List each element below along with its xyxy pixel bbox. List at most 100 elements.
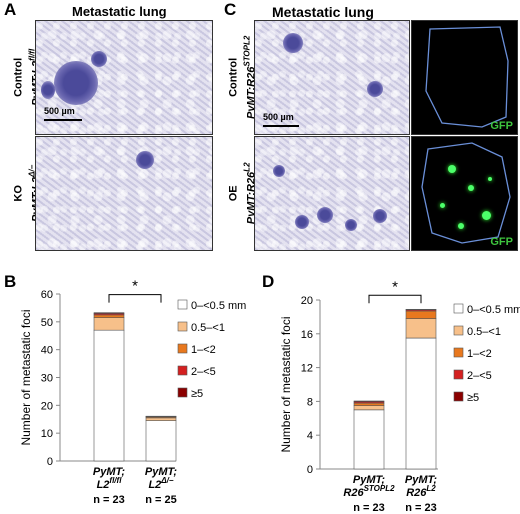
x-category-n: n = 23 (93, 494, 125, 506)
y-axis-label: Number of metastatic foci (19, 309, 33, 445)
scale-bar (44, 119, 82, 121)
metastatic-nodule (273, 165, 285, 177)
chart-d: Number of metastatic foci048121620PyMT;R… (258, 268, 520, 514)
metastatic-nodule (91, 51, 107, 67)
legend-label: ≥5 (191, 388, 203, 400)
panel-c-control-micrograph: 500 µm (254, 20, 410, 135)
x-category-genotype: L2 (97, 479, 110, 491)
bar-segment (94, 318, 124, 331)
legend-swatch (178, 388, 187, 397)
gfp-focus (468, 185, 474, 191)
x-category-n: n = 23 (353, 502, 385, 514)
panel-letter-a: A (4, 0, 16, 20)
chart-b: Number of metastatic foci 0 10 20 30 40 50 60 Py… (0, 268, 258, 514)
legend-label: 0.5–<1 (467, 326, 501, 338)
legend-label: 1–<2 (191, 344, 216, 356)
significance-marker: * (132, 278, 138, 295)
x-category-label: L2Δ/− (148, 476, 173, 491)
metastatic-nodule (54, 61, 98, 105)
x-category-n: n = 23 (405, 502, 437, 514)
legend-swatch (178, 366, 187, 375)
y-tick-label: 16 (301, 329, 313, 341)
metastatic-nodule (41, 81, 55, 99)
gfp-channel-label: GFP (490, 236, 513, 248)
x-category-genotype: R26 (343, 487, 364, 499)
y-tick-label: 20 (301, 295, 313, 307)
panel-a-ko-micrograph (35, 136, 213, 251)
bar-segment (94, 313, 124, 314)
panel-c-oe-micrograph (254, 136, 410, 251)
y-tick-label: 12 (301, 363, 313, 375)
bar-segment (146, 416, 176, 417)
panel-a-title: Metastatic lung (72, 4, 167, 19)
panel-c-control-gfp-image: GFP (411, 20, 518, 135)
x-category-superscript: L2 (426, 484, 436, 493)
legend-label: 0.5–<1 (191, 322, 225, 334)
y-tick-label: 4 (307, 430, 313, 442)
x-category-label: R26STOPL2 (343, 484, 395, 499)
legend-label: 0–<0.5 mm (191, 300, 246, 312)
bar-segment (354, 406, 384, 410)
bar-segment (406, 311, 436, 319)
legend-label: ≥5 (467, 392, 479, 404)
metastatic-nodule (317, 207, 333, 223)
bar-segment (406, 338, 436, 469)
significance-bracket (109, 295, 161, 303)
legend-swatch (454, 370, 463, 379)
gfp-focus (482, 211, 491, 220)
x-category-n: n = 25 (145, 494, 177, 506)
significance-marker: * (392, 278, 398, 295)
legend-swatch (178, 322, 187, 331)
panel-a-control-micrograph: 500 µm (35, 20, 213, 135)
y-tick-label: 0 (47, 456, 53, 468)
gfp-focus (488, 177, 492, 181)
y-tick-label: 8 (307, 396, 313, 408)
panel-c-oe-gfp-image: GFP (411, 136, 518, 251)
x-category-superscript: STOPL2 (364, 484, 396, 493)
y-tick-label: 10 (41, 428, 53, 440)
legend-label: 2–<5 (191, 366, 216, 378)
x-category-superscript: Δ/− (160, 476, 174, 485)
y-tick-label: 40 (41, 345, 53, 357)
x-category-label: R26L2 (406, 484, 436, 499)
bar-segment (94, 315, 124, 318)
y-tick-label: 50 (41, 317, 53, 329)
legend-swatch (454, 348, 463, 357)
y-tick-label: 30 (41, 373, 53, 385)
metastatic-nodule (373, 209, 387, 223)
bar-segment (146, 418, 176, 421)
legend-swatch (454, 326, 463, 335)
gfp-channel-label: GFP (490, 120, 513, 132)
bar-segment (94, 330, 124, 461)
metastatic-nodule (295, 215, 309, 229)
y-tick-label: 0 (307, 464, 313, 476)
metastatic-nodule (367, 81, 383, 97)
lung-outline (412, 137, 517, 250)
bar-segment (354, 401, 384, 402)
significance-bracket (369, 295, 421, 303)
legend-swatch (454, 304, 463, 313)
bar-segment (354, 410, 384, 469)
legend-label: 1–<2 (467, 348, 492, 360)
gfp-focus (458, 223, 464, 229)
y-tick-label: 60 (41, 289, 53, 301)
legend-swatch (178, 300, 187, 309)
metastatic-nodule (345, 219, 357, 231)
legend-label: 2–<5 (467, 370, 492, 382)
y-tick-label: 20 (41, 400, 53, 412)
scale-bar (263, 125, 299, 127)
lung-outline (412, 21, 517, 134)
x-category-label: L2fl/fl (97, 476, 123, 491)
panel-c-title: Metastatic lung (272, 4, 374, 20)
bar-segment (146, 421, 176, 461)
legend-swatch (178, 344, 187, 353)
panel-letter-c: C (224, 0, 236, 20)
x-category-genotype: R26 (406, 487, 427, 499)
bar-segment (406, 319, 436, 338)
gfp-focus (440, 203, 445, 208)
scale-bar-label: 500 µm (44, 106, 75, 116)
y-axis-label: Number of metastatic foci (279, 316, 293, 452)
metastatic-nodule (136, 151, 154, 169)
legend-label: 0–<0.5 mm (467, 304, 520, 316)
x-category-genotype: L2 (148, 479, 161, 491)
